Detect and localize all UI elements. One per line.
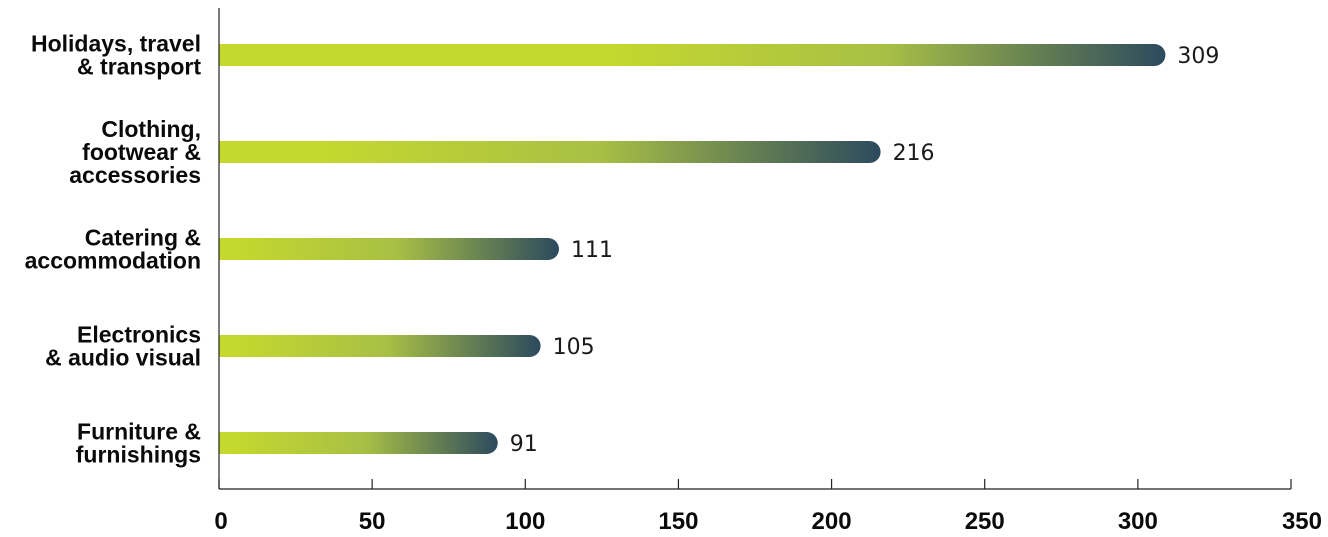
labels-group: 309 Holidays, travel & transport 216 Clothin…: [25, 31, 1322, 536]
bar-2: [219, 238, 559, 260]
axes-group: [218, 8, 1292, 490]
category-label-2: Catering & accommodation: [25, 225, 201, 274]
data-label-2: 111: [571, 238, 613, 263]
data-label-1: 216: [893, 141, 935, 166]
bar-4: [219, 432, 498, 454]
x-tick-label-6: 300: [1118, 508, 1158, 535]
x-tick-label-2: 100: [505, 508, 545, 535]
x-tick-label-4: 200: [812, 508, 852, 535]
x-tick-label-7: 350: [1282, 508, 1322, 535]
category-label-4: Furniture & furnishings: [76, 419, 201, 468]
x-tick-label-0: 0: [214, 508, 227, 535]
bars-group: [219, 44, 1166, 454]
category-label-0: Holidays, travel & transport: [31, 31, 201, 80]
data-label-3: 105: [553, 335, 595, 360]
bar-1: [219, 141, 881, 163]
data-label-0: 309: [1177, 44, 1219, 69]
bar-0: [219, 44, 1166, 66]
bar-3: [219, 335, 541, 357]
x-tick-label-1: 50: [359, 508, 386, 535]
x-tick-label-3: 150: [658, 508, 698, 535]
data-label-4: 91: [510, 432, 538, 457]
category-label-1: Clothing, footwear & accessories: [69, 116, 201, 188]
category-label-3: Electronics & audio visual: [45, 322, 201, 371]
x-tick-label-5: 250: [965, 508, 1005, 535]
